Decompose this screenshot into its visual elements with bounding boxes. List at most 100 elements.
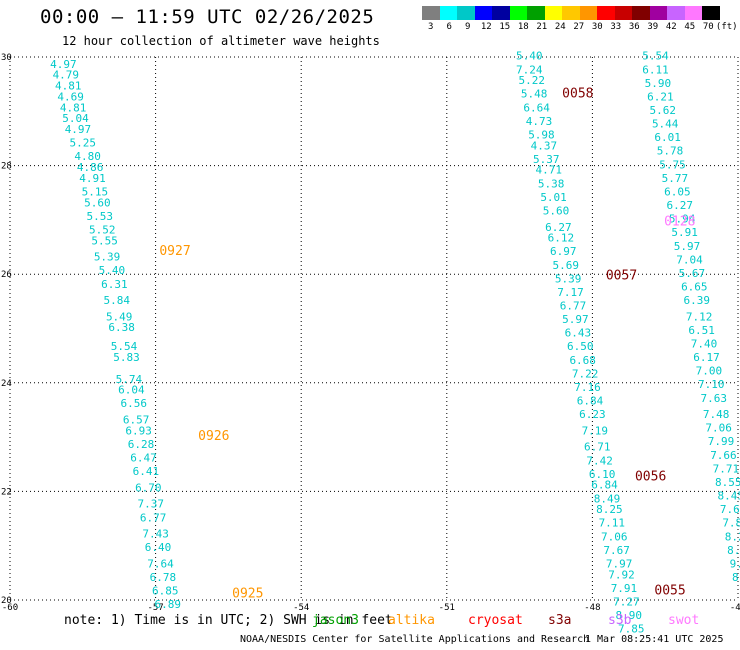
wave-height-value: 7.91 [611,582,638,595]
wave-height-value: 6.84 [591,479,618,492]
wave-height-value: 7.63 [700,392,727,405]
wave-height-value: 4.86 [77,161,104,174]
mission-legend-item: s3b [608,613,632,628]
wave-height-value: 5.98 [528,128,555,141]
map-title: 00:00 – 11:59 UTC 02/26/2025 [40,6,375,28]
pass-label: 0055 [654,584,685,599]
wave-height-value: 6.65 [681,280,708,293]
lon-tick-label: -45 [730,603,740,613]
legend-label: 18 [517,22,529,32]
wave-height-value: 5.62 [650,104,677,117]
legend-label: 27 [573,22,585,32]
legend-swatch [527,6,545,20]
wave-height-value: 7.92 [608,568,635,581]
legend-label: 70 [702,22,714,32]
wave-height-value: 6.01 [654,131,681,144]
wave-height-value: 4.71 [535,164,562,177]
wave-height-value: 7.66 [710,449,737,462]
wave-height-value: 7.19 [582,424,609,437]
wave-height-value: 7.43 [142,528,169,541]
color-legend-labels: 3 6 9 12 15 18 21 24 27 30 33 36 39 42 45 70 (ft) [422,22,738,34]
pass-label: 0057 [606,269,637,284]
wave-height-value: 6.05 [664,185,691,198]
wave-height-value: 4.97 [50,58,77,71]
wave-height-value: 8.28 [725,530,740,543]
wave-height-value: 4.97 [65,123,92,136]
wave-height-value: 7.06 [601,530,628,543]
wave-height-value: 6.85 [152,585,179,598]
wave-height-value: 5.55 [91,234,118,247]
mission-legend-item: s3a [548,613,572,628]
wave-height-value: 8.08 [732,571,740,584]
wave-height-value: 6.57 [123,414,150,427]
lon-tick-label: -57 [147,603,163,613]
legend-label: 45 [684,22,696,32]
wave-height-value: 4.73 [526,115,553,128]
wave-height-value: 6.39 [683,294,710,307]
mission-legend-item: jason3 [312,613,359,628]
wave-height-value: 5.54 [642,50,669,63]
wave-height-value: 7.04 [676,253,703,266]
lon-tick-label: -48 [584,603,600,613]
wave-height-value: 5.91 [671,226,698,239]
wave-height-value: 4.80 [74,150,101,163]
legend-label: 36 [628,22,640,32]
wave-height-value: 6.68 [569,354,596,367]
wave-height-value: 5.15 [82,185,109,198]
wave-height-value: 5.97 [562,313,589,326]
legend-label: 9 [465,22,471,32]
wave-height-value: 6.10 [589,468,616,481]
mission-legend-item: altika [388,613,435,628]
wave-height-value: 4.81 [55,80,82,93]
wave-height-value: 5.60 [543,204,570,217]
wave-height-value: 7.67 [603,544,630,557]
wave-height-value: 9.22 [730,557,740,570]
wave-height-value: 7.86 [722,517,740,530]
wave-height-value: 6.51 [688,324,715,337]
mission-legend-item: swot [668,613,700,628]
wave-height-value: 5.83 [113,351,140,364]
legend-label: 33 [610,22,622,32]
wave-height-value: 5.60 [84,196,111,209]
wave-height-value: 5.52 [89,223,116,236]
wave-height-value: 5.39 [94,251,121,264]
lat-tick-label: 28 [1,162,12,172]
lat-tick-label: 30 [1,53,12,63]
wave-height-value: 4.69 [57,90,84,103]
wave-height-value: 7.63 [720,503,740,516]
wave-height-value: 6.64 [523,101,550,114]
wave-height-value: 6.77 [140,511,167,524]
wave-height-value: 7.27 [613,595,640,608]
legend-label: (ft) [715,22,738,32]
wave-height-value: 4.79 [53,69,80,82]
wave-height-value: 8.55 [715,476,740,489]
wave-height-value: 7.99 [708,435,735,448]
pass-label: 0926 [198,429,229,444]
wave-height-value: 5.67 [679,267,706,280]
wave-height-value: 7.17 [557,286,584,299]
wave-height-value: 7.42 [586,454,613,467]
wave-height-value: 5.49 [106,310,133,323]
wave-height-value: 6.31 [101,278,128,291]
wave-height-value: 5.77 [662,172,689,185]
wave-height-value: 4.91 [79,172,106,185]
pass-label: 0927 [159,244,190,259]
wave-height-value: 6.89 [154,598,181,611]
wave-height-value: 7.10 [698,378,725,391]
wave-height-value: 5.40 [516,50,543,63]
wave-height-value: 6.21 [647,90,674,103]
legend-label: 21 [536,22,548,32]
legend-label: 12 [480,22,492,32]
wave-height-value: 5.69 [552,259,579,272]
wave-height-value: 7.00 [696,365,723,378]
legend-label: 30 [591,22,603,32]
wave-height-value: 5.22 [518,74,545,87]
pass-label: 0128 [664,214,695,229]
legend-swatch [614,6,632,20]
legend-swatch [702,6,720,20]
wave-height-value: 5.94 [669,213,696,226]
generation-timestamp: 1 Mar 08:25:41 UTC 2025 [585,634,724,645]
wave-height-value: 5.25 [70,137,97,150]
wave-height-value: 5.53 [87,210,114,223]
wave-height-value: 5.90 [645,77,672,90]
